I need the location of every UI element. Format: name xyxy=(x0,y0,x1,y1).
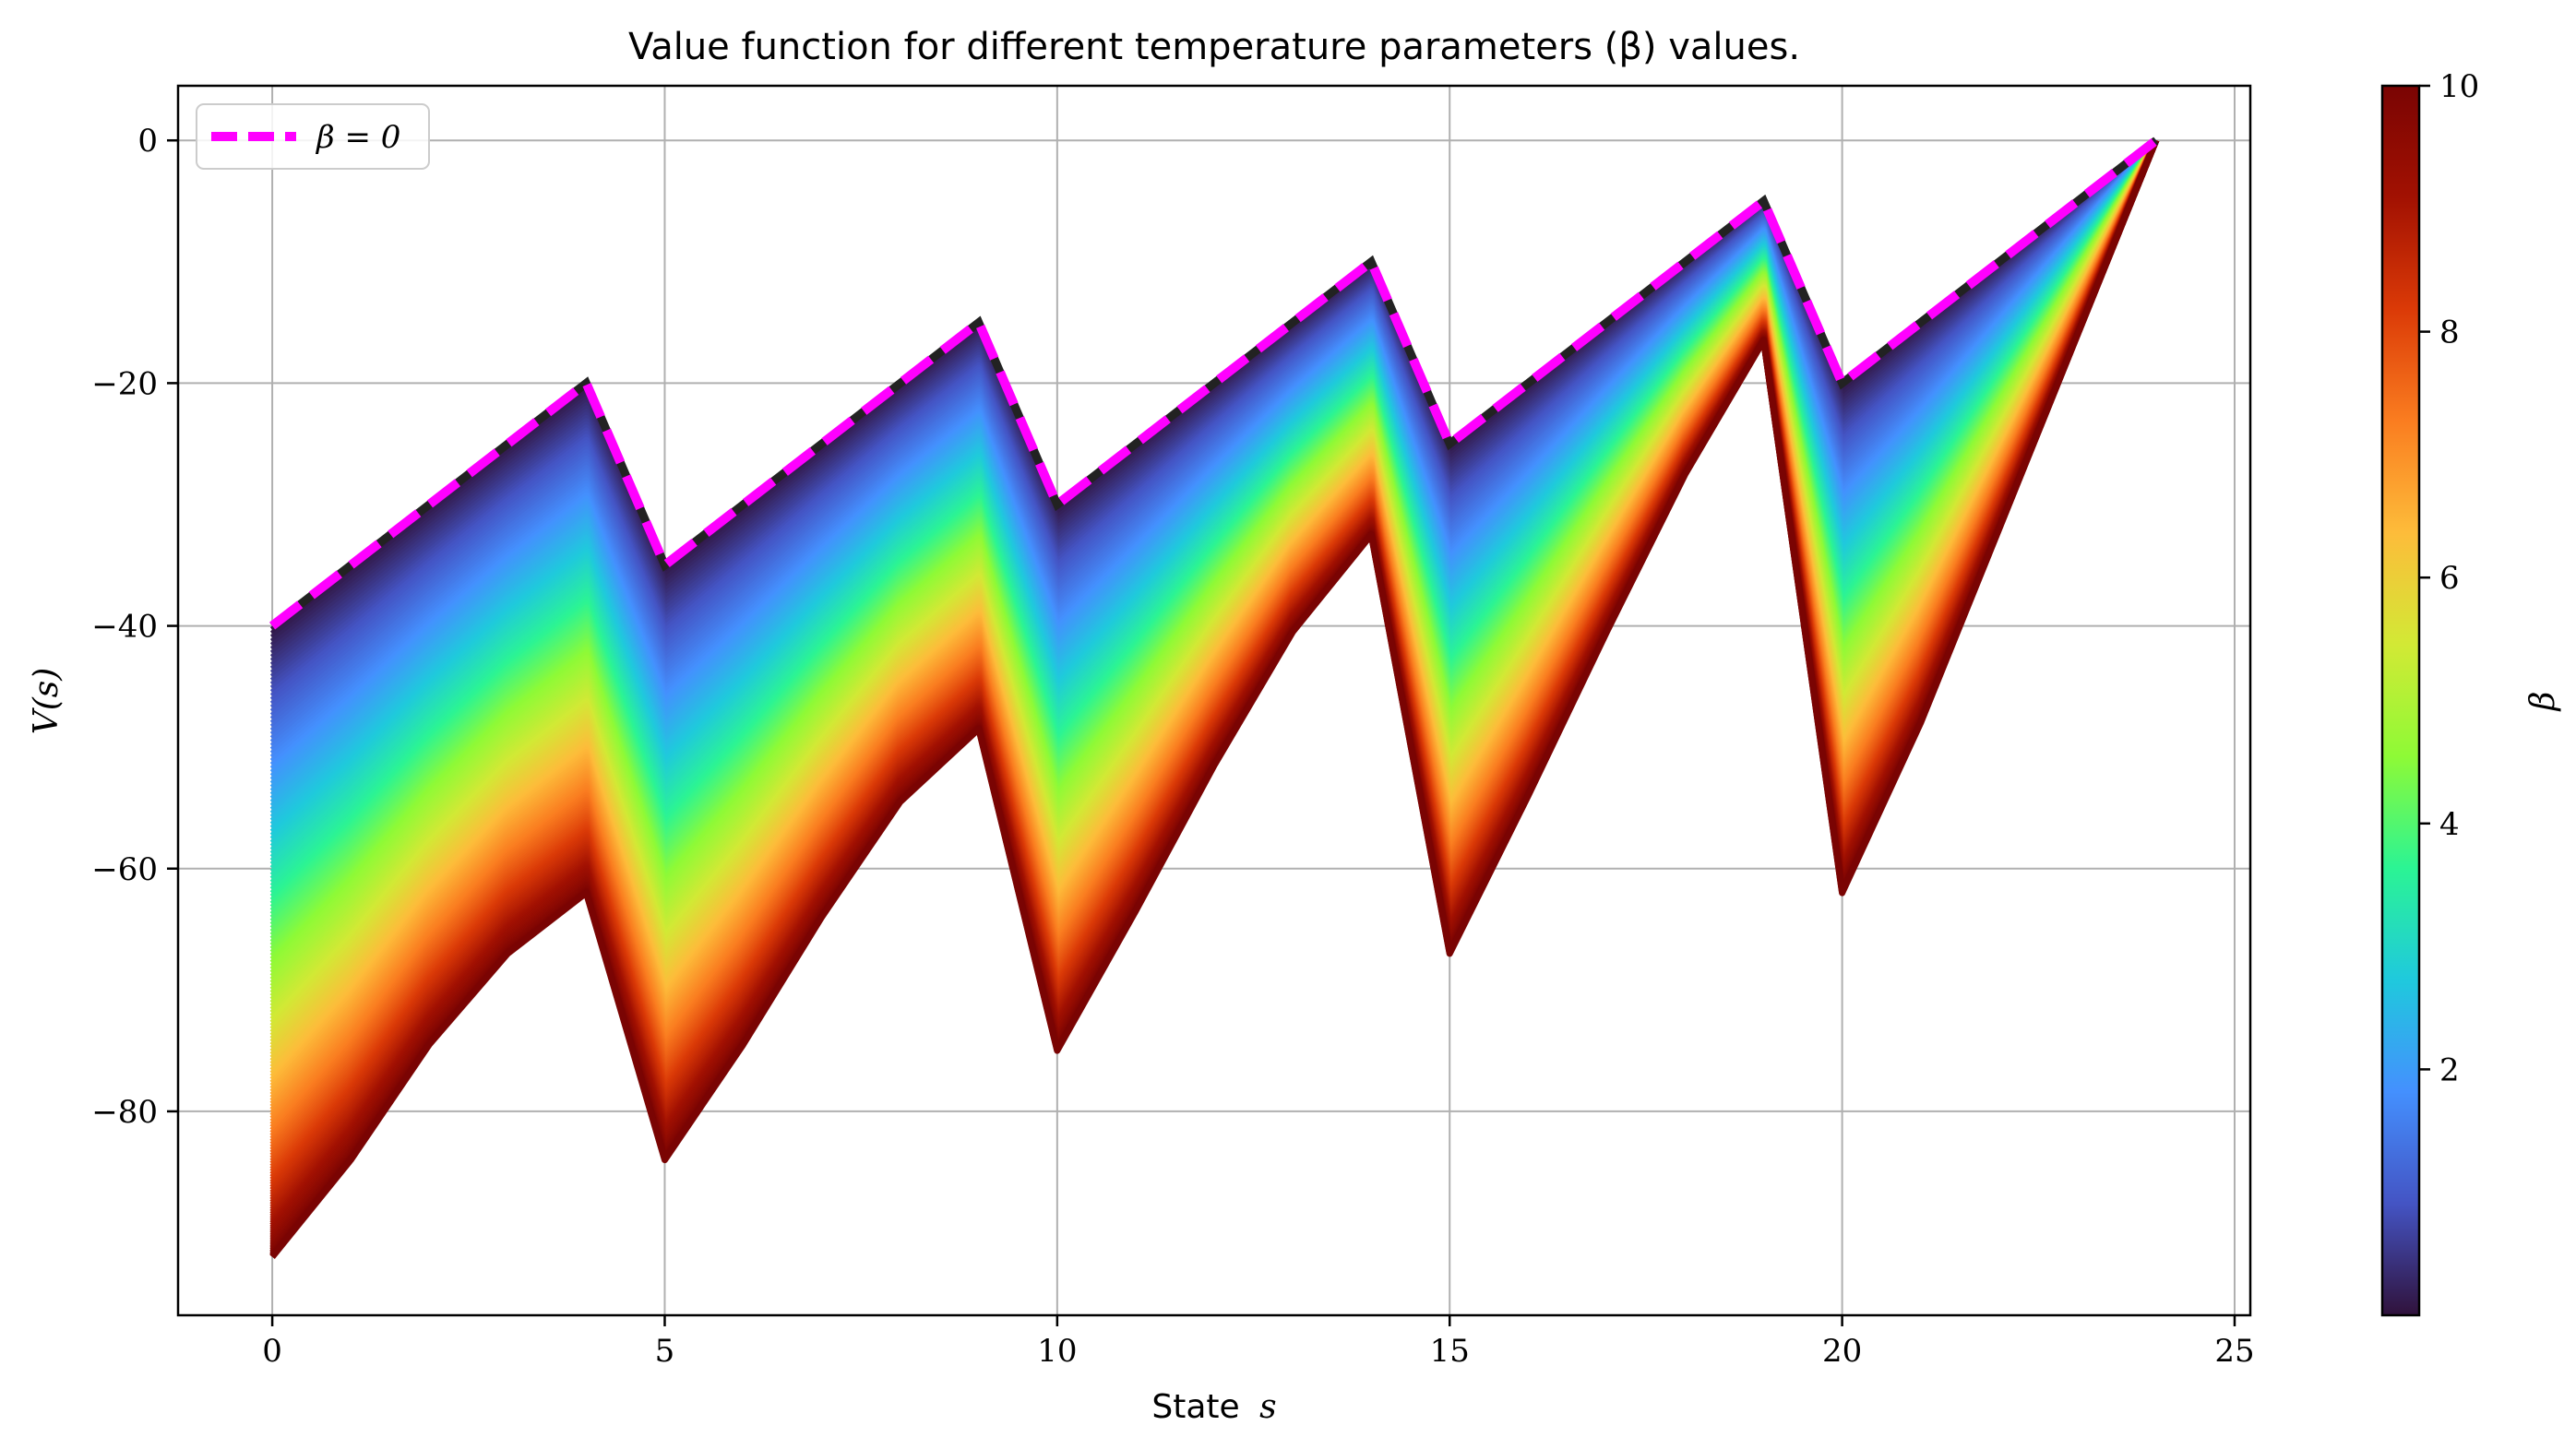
colorbar-tick-label: 2 xyxy=(2439,1051,2460,1088)
x-tick-label: 5 xyxy=(655,1333,675,1370)
colorbar-ticks: 2 4 6 8 10 xyxy=(2419,68,2479,1088)
colorbar-label: β xyxy=(2524,692,2562,713)
x-tick-label: 25 xyxy=(2214,1333,2254,1370)
y-tick-label: −20 xyxy=(91,365,158,402)
y-axis: 0 −20 −40 −60 −80 xyxy=(91,123,178,1131)
y-tick-label: 0 xyxy=(137,123,158,160)
y-tick-label: −60 xyxy=(91,851,158,888)
legend-label: β = 0 xyxy=(315,119,400,156)
beta-curve xyxy=(269,138,2160,1260)
y-axis-label: V(s) xyxy=(28,668,66,735)
legend-box xyxy=(196,103,430,170)
x-tick-label: 0 xyxy=(262,1333,282,1370)
x-axis-label-var: s xyxy=(1259,1388,1276,1426)
colorbar-tick-label: 4 xyxy=(2439,806,2460,843)
x-tick-label: 15 xyxy=(1430,1333,1470,1370)
x-tick-label: 10 xyxy=(1037,1333,1077,1370)
chart-title: Value function for different temperature… xyxy=(628,26,1800,68)
y-tick-label: −40 xyxy=(91,609,158,646)
colorbar-tick-label: 6 xyxy=(2439,560,2460,597)
x-axis-label-text: State xyxy=(1151,1388,1239,1426)
y-tick-label: −80 xyxy=(91,1094,158,1131)
curves-group xyxy=(269,137,2160,1260)
colorbar-tick-label: 8 xyxy=(2439,315,2460,351)
x-axis: 0 5 10 15 20 25 xyxy=(262,1315,2255,1370)
colorbar: 2 4 6 8 10 β xyxy=(2380,68,2562,1317)
legend: β = 0 xyxy=(196,103,430,170)
x-tick-label: 20 xyxy=(1822,1333,1862,1370)
plot-frame xyxy=(176,84,2252,1317)
x-axis-label: State s xyxy=(1151,1388,1276,1426)
colorbar-gradient xyxy=(2380,84,2421,1317)
colorbar-tick-label: 10 xyxy=(2439,68,2479,105)
reference-line-group xyxy=(269,137,2159,630)
reference-underlay-line xyxy=(269,137,2159,630)
